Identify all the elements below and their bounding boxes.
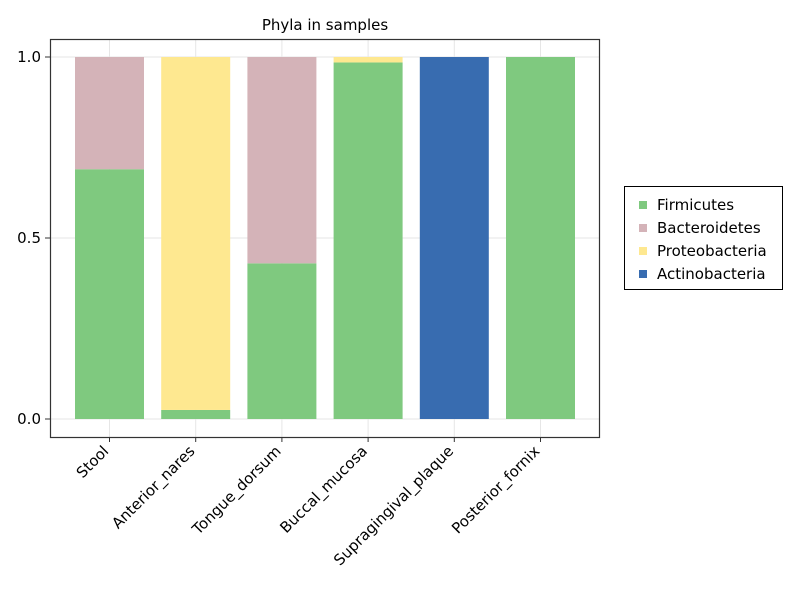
bar-firmicutes-stool (75, 169, 144, 419)
legend-label: Bacteroidetes (657, 219, 761, 237)
legend-swatch (639, 224, 647, 232)
legend-label: Firmicutes (657, 196, 735, 214)
legend-label: Proteobacteria (657, 242, 767, 260)
chart-title: Phyla in samples (262, 16, 389, 34)
x-tick-label: Posterior_fornix (448, 442, 544, 538)
bar-firmicutes-anterior_nares (161, 409, 231, 419)
bar-actinobacteria-supragingival_plaque (419, 57, 489, 419)
x-tick-label: Tongue_dorsum (188, 442, 285, 539)
plot-frame (49, 38, 601, 439)
bar-firmicutes-buccal_mucosa (333, 62, 403, 420)
x-axis: StoolAnterior_naresTongue_dorsumBuccal_m… (73, 437, 544, 570)
bar-proteobacteria-anterior_nares (161, 57, 231, 410)
legend: Firmicutes Bacteroidetes Proteobacteria Act… (624, 186, 783, 290)
legend-item-firmicutes: Firmicutes (639, 195, 734, 215)
legend-swatch (639, 247, 647, 255)
legend-swatch (639, 270, 647, 278)
bars-group (75, 57, 575, 420)
bar-bacteroidetes-stool (75, 57, 144, 170)
y-tick-label: 1.0 (17, 48, 41, 66)
legend-swatch (639, 201, 647, 209)
y-tick-label: 0.5 (17, 229, 41, 247)
x-tick-label: Buccal_mucosa (276, 442, 371, 537)
x-tick-label: Anterior_nares (108, 442, 199, 533)
legend-label: Actinobacteria (657, 265, 766, 283)
legend-item-bacteroidetes: Bacteroidetes (639, 218, 761, 238)
y-tick-label: 0.0 (17, 410, 41, 428)
y-axis: 0.0 0.5 1.0 (17, 48, 50, 428)
bar-firmicutes-tongue_dorsum (247, 263, 317, 419)
x-tick-label: Stool (73, 442, 113, 482)
bar-bacteroidetes-tongue_dorsum (247, 57, 317, 264)
legend-item-actinobacteria: Actinobacteria (639, 264, 766, 284)
bar-proteobacteria-buccal_mucosa (333, 57, 403, 63)
bar-firmicutes-posterior_fornix (506, 57, 575, 419)
legend-item-proteobacteria: Proteobacteria (639, 241, 767, 261)
